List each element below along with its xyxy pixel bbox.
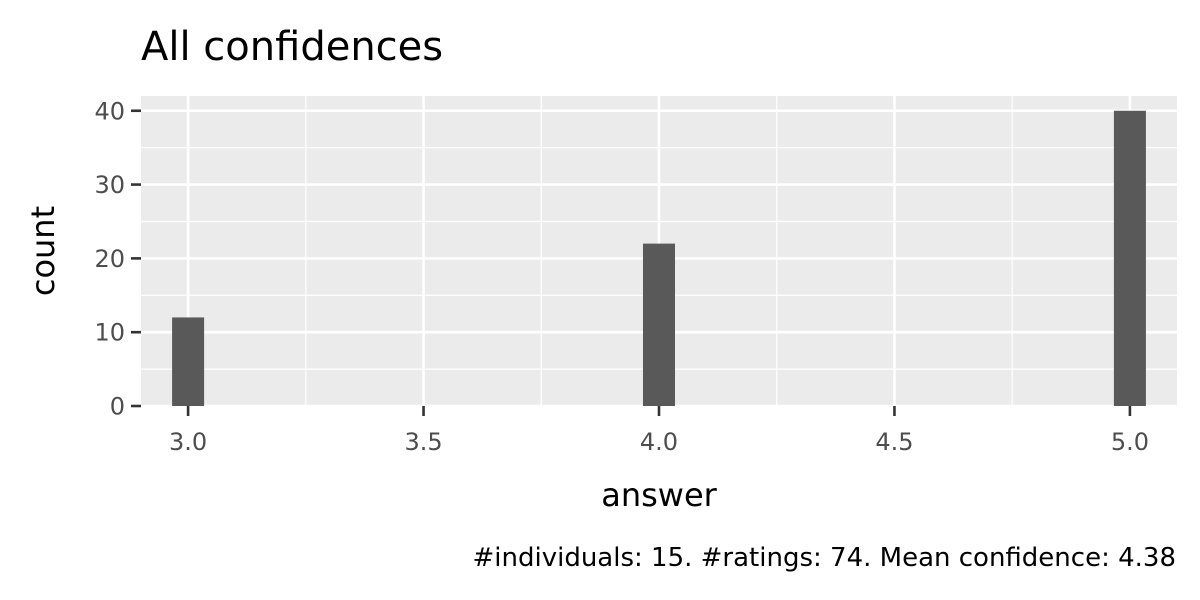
x-tick-label: 4.0 (640, 428, 678, 456)
y-tick-label: 10 (94, 319, 125, 347)
bar (172, 317, 205, 406)
bar (642, 243, 676, 406)
y-axis-title: count (24, 206, 62, 296)
y-tick-label: 0 (110, 393, 125, 421)
x-axis: 3.0 3.5 4.0 4.5 5.0 (169, 406, 1149, 456)
y-tick-label: 20 (94, 245, 125, 273)
x-tick-label: 4.5 (875, 428, 913, 456)
x-tick-label: 3.5 (404, 428, 442, 456)
y-axis: 0 10 20 30 40 (94, 97, 141, 421)
x-axis-title: answer (601, 476, 717, 514)
x-tick-label: 5.0 (1111, 428, 1149, 456)
y-tick-label: 40 (94, 97, 125, 125)
chart-title: All confidences (141, 24, 443, 70)
y-tick-label: 30 (94, 171, 125, 199)
bars (172, 110, 1146, 406)
bar (1113, 110, 1146, 406)
x-tick-label: 3.0 (169, 428, 207, 456)
caption: #individuals: 15. #ratings: 74. Mean con… (473, 543, 1177, 573)
